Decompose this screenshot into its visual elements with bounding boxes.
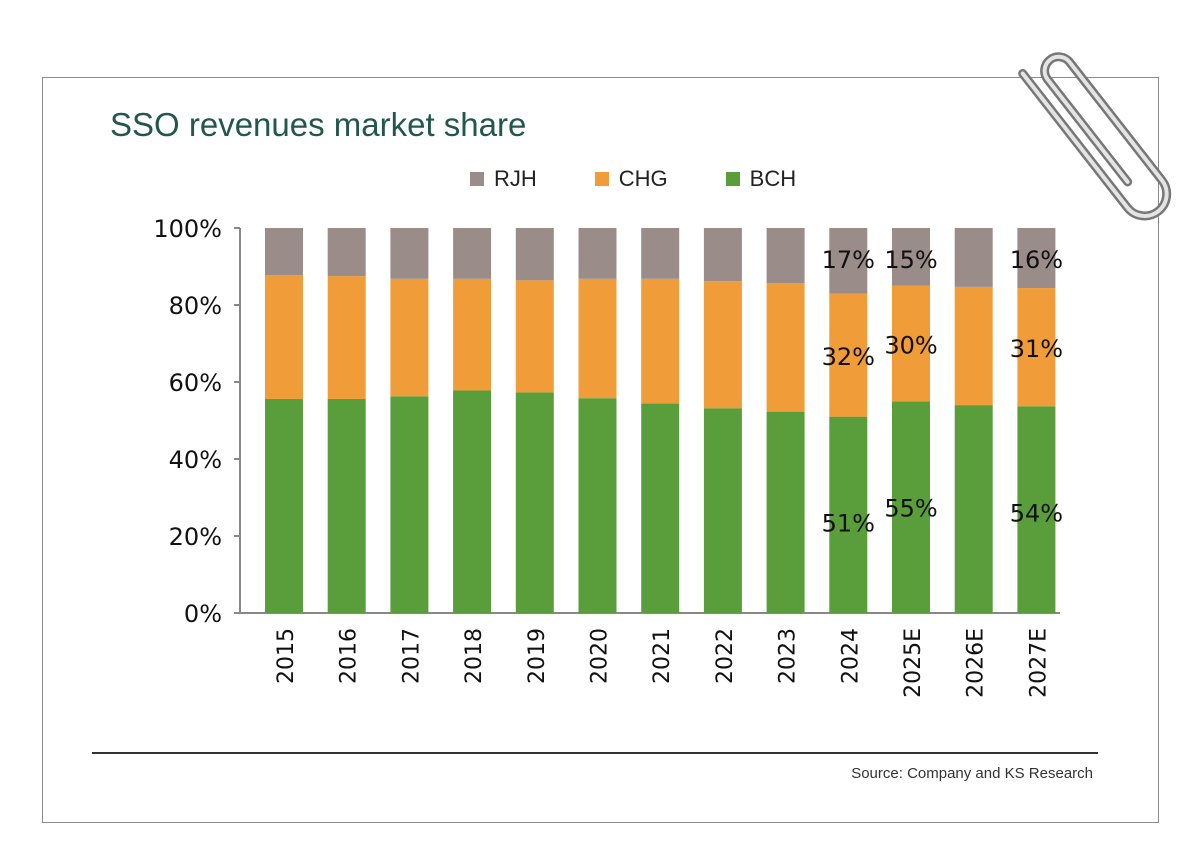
bar-rjh-2026E xyxy=(954,228,993,287)
x-tick-label: 2026E xyxy=(964,628,989,698)
bar-bch-2027E xyxy=(1017,406,1056,613)
x-tick-label: 2018 xyxy=(462,628,487,684)
y-tick-label: 60% xyxy=(169,369,222,397)
data-label: 16% xyxy=(1010,246,1063,274)
legend: RJH CHG BCH xyxy=(470,166,854,192)
x-tick-label: 2020 xyxy=(588,628,613,684)
legend-item-bch: BCH xyxy=(725,166,797,192)
x-tick-label: 2019 xyxy=(525,628,550,684)
bar-chg-2019 xyxy=(515,280,554,393)
x-tick-label: 2027E xyxy=(1026,628,1051,698)
bar-chg-2027E xyxy=(1017,288,1056,407)
bar-rjh-2027E xyxy=(1017,228,1056,289)
data-label: 51% xyxy=(822,510,875,538)
data-label: 15% xyxy=(884,246,937,274)
legend-item-rjh: RJH xyxy=(470,166,537,192)
chart-title: SSO revenues market share xyxy=(110,106,527,143)
x-tick-label: 2023 xyxy=(776,628,801,684)
bar-bch-2021 xyxy=(641,403,680,613)
data-label: 17% xyxy=(822,246,875,274)
bar-rjh-2018 xyxy=(453,228,492,279)
bar-rjh-2023 xyxy=(766,228,805,284)
data-label: 31% xyxy=(1010,335,1063,363)
paperclip-icon xyxy=(1018,52,1172,221)
x-tick-label: 2025E xyxy=(901,628,926,698)
bar-rjh-2015 xyxy=(265,228,303,275)
bar-chg-2025E xyxy=(892,285,930,402)
bar-bch-2019 xyxy=(515,392,554,613)
divider xyxy=(92,752,1098,754)
y-tick-label: 40% xyxy=(169,446,222,474)
bar-bch-2020 xyxy=(578,398,617,613)
data-label: 54% xyxy=(1010,499,1063,527)
bar-chg-2024 xyxy=(829,293,868,417)
bar-chg-2026E xyxy=(954,286,993,406)
bar-chg-2015 xyxy=(265,274,303,399)
bar-rjh-2017 xyxy=(390,228,429,279)
legend-swatch xyxy=(470,172,484,186)
bar-bch-2016 xyxy=(327,398,366,613)
bar-bch-2015 xyxy=(265,398,303,613)
bar-bch-2023 xyxy=(766,411,805,613)
x-tick-label: 2017 xyxy=(399,628,424,684)
x-tick-label: 2024 xyxy=(838,628,863,684)
bar-rjh-2016 xyxy=(327,228,366,277)
bar-bch-2017 xyxy=(390,396,429,613)
bar-chg-2022 xyxy=(703,281,742,409)
bar-chg-2021 xyxy=(641,278,680,404)
bar-bch-2018 xyxy=(453,390,492,613)
legend-item-chg: CHG xyxy=(594,166,668,192)
bar-chg-2017 xyxy=(390,278,429,397)
legend-swatch xyxy=(594,172,609,186)
data-label: 55% xyxy=(884,494,937,522)
bar-chg-2023 xyxy=(766,283,805,412)
bar-bch-2022 xyxy=(703,408,742,613)
bar-rjh-2025E xyxy=(892,228,930,286)
x-tick-label: 2015 xyxy=(274,628,299,684)
y-tick-label: 80% xyxy=(169,292,222,320)
y-tick-label: 100% xyxy=(153,215,222,243)
legend-swatch xyxy=(725,172,740,186)
x-tick-label: 2022 xyxy=(713,628,738,684)
y-tick-label: 20% xyxy=(169,523,222,551)
bar-chg-2020 xyxy=(578,278,617,399)
bar-bch-2025E xyxy=(892,401,930,613)
bar-chg-2018 xyxy=(453,278,492,391)
bar-rjh-2021 xyxy=(641,228,680,279)
x-tick-label: 2021 xyxy=(650,628,675,684)
bar-rjh-2022 xyxy=(703,228,742,282)
legend-label: CHG xyxy=(618,166,668,191)
bar-rjh-2020 xyxy=(578,228,617,279)
legend-label: RJH xyxy=(494,166,537,191)
legend-label: BCH xyxy=(749,166,797,191)
y-tick-label: 0% xyxy=(184,600,222,628)
bar-bch-2026E xyxy=(954,405,993,613)
source-note: Source: Company and KS Research xyxy=(851,765,1093,782)
data-label: 30% xyxy=(884,332,937,360)
data-label: 32% xyxy=(822,343,875,371)
x-tick-label: 2016 xyxy=(337,628,362,684)
bar-bch-2024 xyxy=(829,416,868,613)
bar-chg-2016 xyxy=(327,276,366,399)
bar-rjh-2024 xyxy=(829,228,868,294)
bar-rjh-2019 xyxy=(515,228,554,281)
